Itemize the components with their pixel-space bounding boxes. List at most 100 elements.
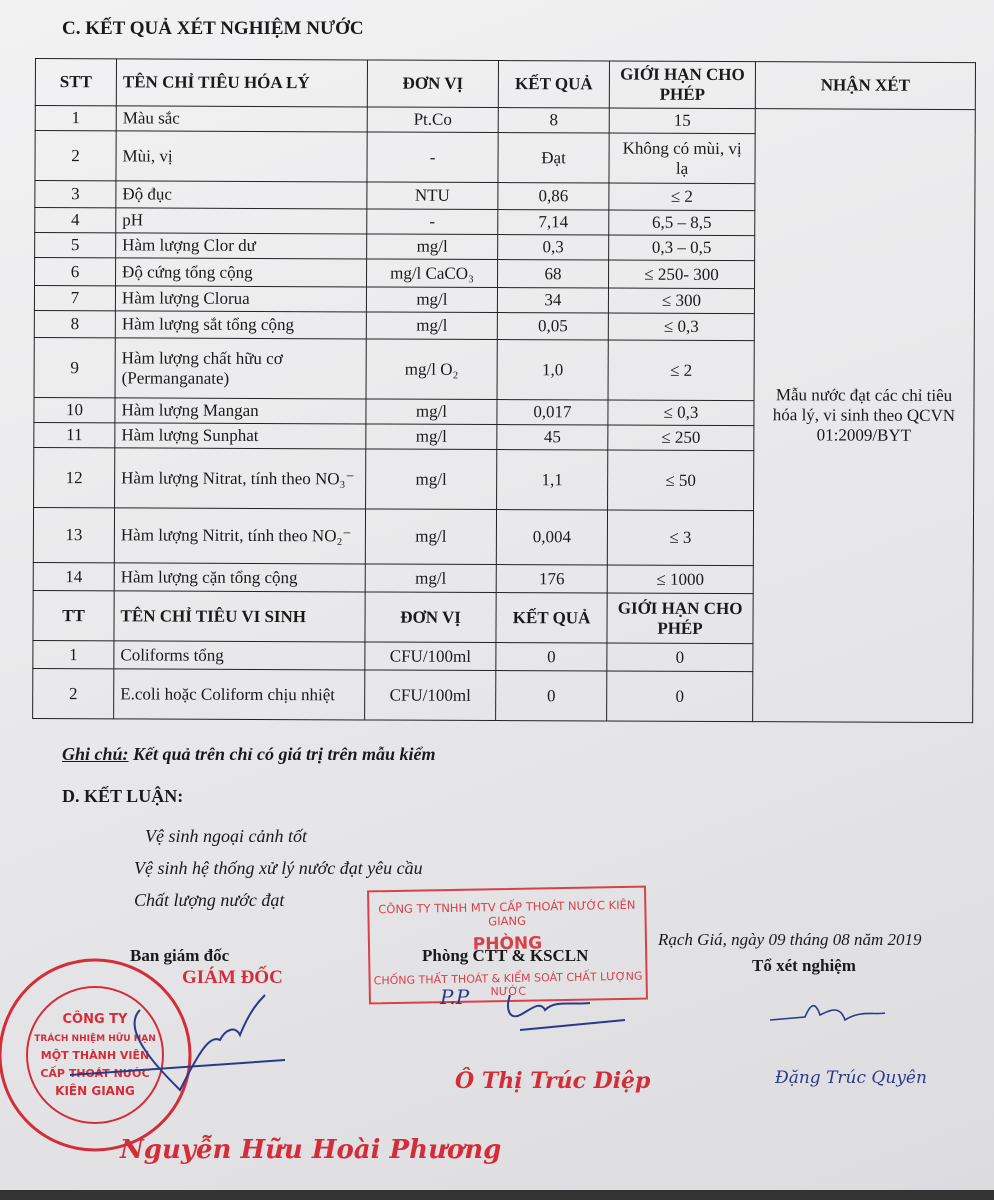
cell-result: 1,1	[496, 449, 608, 511]
cell-unit: Pt.Co	[367, 106, 499, 133]
cell-result: 0,004	[496, 509, 608, 566]
place-date: Rạch Giá, ngày 09 tháng 08 năm 2019	[658, 930, 922, 949]
cell-limit: ≤ 50	[607, 450, 754, 511]
column-header: ĐƠN VỊ	[364, 591, 497, 643]
cell-name: Hàm lượng sắt tổng cộng	[115, 310, 367, 339]
cell-limit: ≤ 250	[607, 425, 754, 451]
board-role: GIÁM ĐỐC	[182, 967, 283, 988]
conclusion-3: Chất lượng nước đạt	[134, 890, 285, 910]
cell-name: Hàm lượng Mangan	[114, 397, 367, 424]
cell-result: 68	[497, 259, 609, 289]
seal-line-3: MỘT THÀNH VIÊN	[41, 1049, 149, 1062]
cell-result: 7,14	[497, 209, 609, 236]
cell-stt: 1	[35, 105, 117, 131]
cell-unit: mg/l	[365, 398, 498, 425]
cell-result: 45	[496, 424, 608, 451]
note: Ghi chú: Kết quả trên chỉ có giá trị trê…	[62, 744, 436, 765]
section-d-title: D. KẾT LUẬN:	[62, 786, 184, 806]
column-header: KẾT QUẢ	[495, 592, 608, 644]
column-header: GIỚI HẠN CHO PHÉP	[606, 593, 754, 644]
cell-unit: -	[366, 208, 498, 235]
dept-signature	[507, 994, 626, 1031]
cell-unit: mg/l O₂	[366, 338, 498, 400]
cell-unit: CFU/100ml	[364, 641, 496, 671]
cell-stt: 14	[33, 562, 115, 591]
cell-result: 0	[495, 642, 607, 672]
column-header: KẾT QUẢ	[498, 60, 610, 109]
company-seal: CÔNG TY TRÁCH NHIỆM HỮU HẠN MỘT THÀNH VI…	[0, 958, 192, 1152]
cell-stt: 10	[33, 397, 116, 423]
cell-unit: mg/l CaCO₃	[366, 258, 498, 288]
cell-unit: mg/l	[366, 286, 498, 313]
cell-stt: 3	[34, 180, 116, 208]
cell-unit: -	[366, 131, 499, 183]
cell-result: 0,86	[497, 182, 609, 211]
cell-stt: 2	[34, 130, 117, 181]
cell-unit: mg/l	[365, 448, 497, 510]
cell-limit: ≤ 300	[608, 288, 755, 314]
lab-title: Tổ xét nghiệm	[752, 956, 856, 975]
cell-name: Độ đục	[115, 180, 367, 209]
seal-line-1: CÔNG TY	[63, 1011, 129, 1027]
cell-unit: CFU/100ml	[364, 669, 496, 721]
cell-unit: mg/l	[365, 423, 497, 450]
cell-stt: 4	[34, 207, 116, 233]
conclusion-1: Vệ sinh ngoại cảnh tốt	[145, 826, 307, 846]
cell-stt: 13	[33, 507, 115, 563]
cell-unit: mg/l	[365, 508, 497, 565]
cell-result: 1,0	[497, 339, 609, 401]
board-title: Ban giám đốc	[130, 946, 230, 965]
cell-name: Coliforms tổng	[113, 640, 365, 670]
cell-result: 0	[495, 670, 607, 722]
cell-result: 176	[496, 564, 608, 594]
cell-limit: Không có mùi, vị lạ	[608, 133, 756, 184]
column-header: TÊN CHỈ TIÊU VI SINH	[113, 590, 366, 642]
cell-stt: 9	[34, 337, 116, 398]
cell-stt: 2	[32, 668, 114, 719]
dept-prefix: P.P	[440, 985, 470, 1009]
lab-name: Đặng Trúc Quyên	[775, 1068, 927, 1088]
cell-name: Hàm lượng chất hữu cơ (Permanganate)	[115, 337, 367, 399]
cell-unit: mg/l	[365, 563, 497, 593]
cell-unit: mg/l	[366, 311, 498, 340]
seal-line-5: KIÊN GIANG	[55, 1083, 135, 1098]
cell-limit: ≤ 0,3	[608, 313, 755, 341]
conclusion-2: Vệ sinh hệ thống xử lý nước đạt yêu cầu	[134, 858, 423, 878]
results-table: STT TÊN CHỈ TIÊU HÓA LÝ ĐƠN VỊ KẾT QUẢ GIỚI …	[32, 58, 976, 723]
cell-limit: ≤ 2	[608, 183, 755, 211]
column-header: TT	[32, 590, 115, 641]
cell-stt: 5	[34, 232, 116, 258]
cell-unit: NTU	[366, 181, 498, 210]
cell-name: E.coli hoặc Coliform chịu nhiệt	[113, 668, 365, 720]
note-text: Kết quả trên chỉ có giá trị trên mẫu kiể…	[128, 744, 436, 764]
cell-stt: 11	[33, 422, 115, 448]
cell-limit: 0	[606, 671, 753, 722]
board-name: Nguyễn Hữu Hoài Phương	[120, 1135, 502, 1165]
cell-stt: 1	[32, 640, 114, 669]
column-header: ĐƠN VỊ	[367, 59, 499, 108]
cell-limit: ≤ 2	[608, 340, 755, 401]
lab-signature	[769, 1005, 886, 1022]
cell-limit: ≤ 3	[607, 510, 754, 566]
cell-name: pH	[115, 207, 367, 234]
cell-stt: 12	[33, 447, 115, 508]
cell-name: Mùi, vị	[115, 130, 368, 182]
dept-title: Phòng CTT & KSCLN	[422, 946, 589, 965]
cell-result: 0,05	[497, 312, 609, 341]
cell-name: Hàm lượng Nitrit, tính theo NO₂⁻	[114, 507, 366, 564]
dept-name: Ô Thị Trúc Diệp	[455, 1068, 651, 1094]
cell-stt: 8	[34, 310, 116, 338]
photo-edge	[0, 1190, 994, 1200]
cell-stt: 6	[34, 257, 116, 286]
cell-result: 34	[497, 287, 609, 314]
cell-limit: 15	[609, 108, 756, 134]
cell-result: Đạt	[497, 132, 610, 184]
cell-name: Hàm lượng Nitrat, tính theo NO₃⁻	[114, 447, 366, 509]
cell-name: Màu sắc	[116, 105, 368, 132]
cell-result: 0,3	[497, 234, 609, 261]
note-label: Ghi chú:	[62, 744, 129, 764]
column-header: STT	[35, 58, 117, 106]
cell-limit: ≤ 1000	[607, 565, 754, 594]
cell-limit: 0,3 – 0,5	[608, 235, 755, 261]
cell-name: Hàm lượng Clor dư	[115, 232, 367, 259]
